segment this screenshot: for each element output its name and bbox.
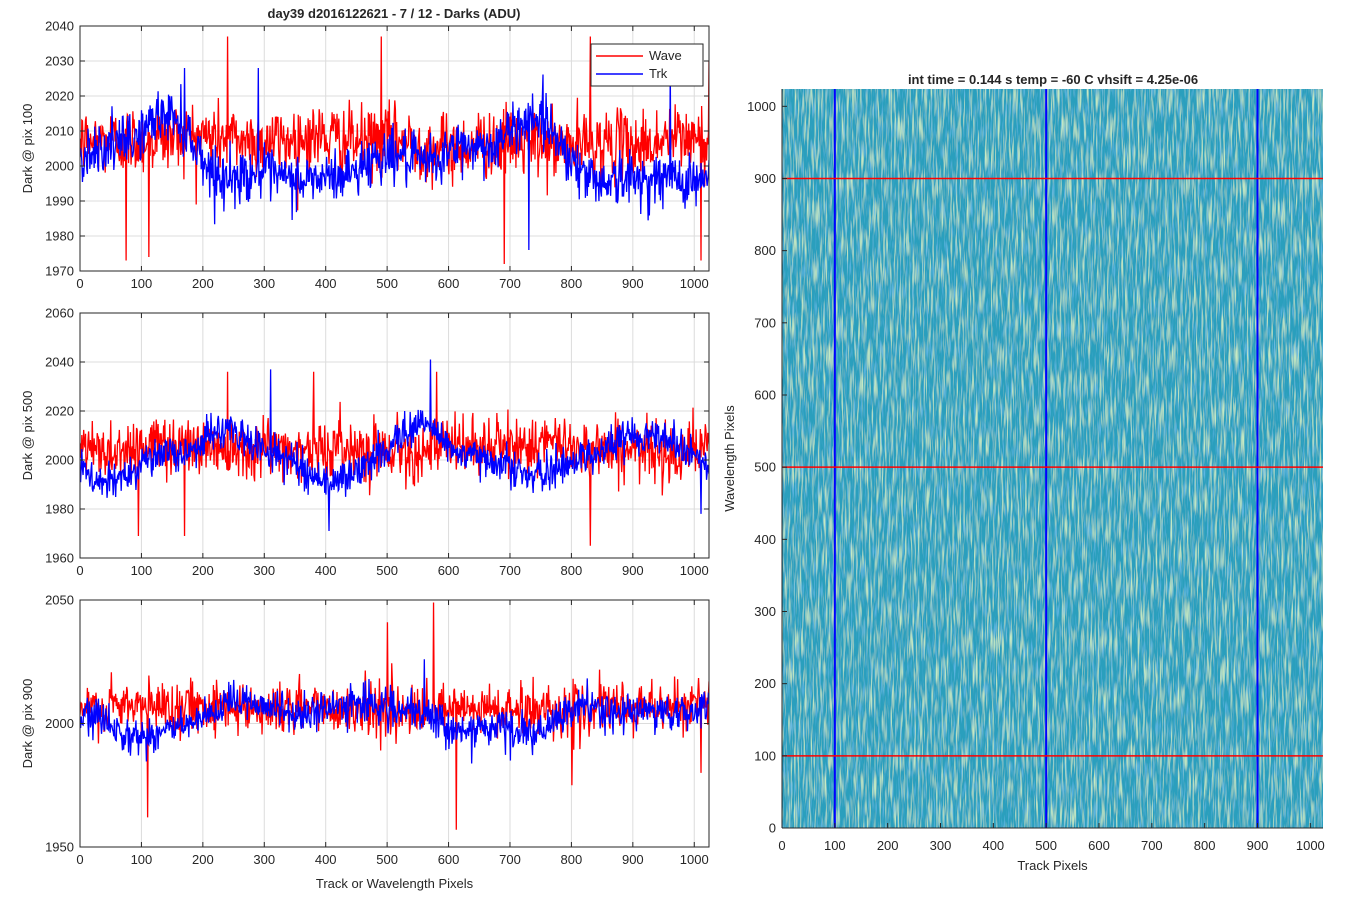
x-tick-label: 600 <box>438 852 460 867</box>
y-tick-label: 1950 <box>45 840 74 855</box>
y-tick-label: 2000 <box>45 159 74 174</box>
dark-image-axes: 0 100 200 300 400 500 600 700 800 900 1000 0 100 200 3… <box>722 89 1325 873</box>
series-line-trk <box>80 659 709 764</box>
x-tick-label: 200 <box>877 838 899 853</box>
y-tick-label: 2060 <box>45 306 74 321</box>
x-tick-label: 900 <box>622 276 644 291</box>
x-tick-label: 400 <box>315 852 337 867</box>
y-axis-label: Dark @ pix 100 <box>20 104 35 194</box>
y-axis-label: Wavelength Pixels <box>722 405 737 512</box>
x-tick-label: 900 <box>622 852 644 867</box>
x-tick-label: 800 <box>1194 838 1216 853</box>
series-line-wave <box>80 371 709 546</box>
x-tick-label: 600 <box>438 563 460 578</box>
x-tick-label: 500 <box>376 276 398 291</box>
y-tick-label: 2050 <box>45 593 74 608</box>
x-axis-label: Track or Wavelength Pixels <box>316 876 474 891</box>
axes-frame <box>79 312 710 559</box>
x-tick-label: 200 <box>192 276 214 291</box>
y-tick-label: 200 <box>754 676 776 691</box>
y-tick-label: 1000 <box>747 99 776 114</box>
y-tick-label: 600 <box>754 387 776 402</box>
y-tick-label: 2020 <box>45 89 74 104</box>
x-tick-label: 400 <box>315 563 337 578</box>
y-axis-label: Dark @ pix 500 <box>20 391 35 481</box>
y-tick-label: 2030 <box>45 54 74 69</box>
y-tick-label: 2000 <box>45 716 74 731</box>
x-tick-label: 900 <box>1247 838 1269 853</box>
x-axis-label: Track Pixels <box>1017 858 1088 873</box>
x-tick-label: 1000 <box>680 852 709 867</box>
x-tick-label: 0 <box>76 276 83 291</box>
x-tick-label: 400 <box>315 276 337 291</box>
x-tick-label: 0 <box>778 838 785 853</box>
y-tick-label: 1980 <box>45 229 74 244</box>
y-tick-label: 900 <box>754 171 776 186</box>
series-line-trk <box>80 67 709 251</box>
x-tick-label: 100 <box>131 563 153 578</box>
series-line-trk <box>80 359 709 532</box>
x-tick-label: 700 <box>499 276 521 291</box>
x-tick-label: 600 <box>1088 838 1110 853</box>
figure-title: day39 d2016122621 - 7 / 12 - Darks (ADU) <box>268 6 521 21</box>
y-tick-label: 1980 <box>45 502 74 517</box>
y-tick-label: 100 <box>754 748 776 763</box>
x-tick-label: 200 <box>192 852 214 867</box>
y-tick-label: 2040 <box>45 19 74 34</box>
y-tick-label: 300 <box>754 604 776 619</box>
dark-pix100-axes: 0 100 200 300 400 500 600 700 800 900 1000 1970 1980… <box>20 19 710 291</box>
x-tick-label: 100 <box>131 852 153 867</box>
dark-pix900-axes: 0 100 200 300 400 500 600 700 800 900 1000 1950 2000… <box>20 593 710 891</box>
x-tick-label: 800 <box>561 276 583 291</box>
axes-frame <box>79 25 710 272</box>
y-tick-label: 1960 <box>45 551 74 566</box>
legend-label-trk: Trk <box>649 66 668 81</box>
y-tick-label: 1990 <box>45 194 74 209</box>
y-tick-label: 2010 <box>45 124 74 139</box>
x-tick-label: 800 <box>561 852 583 867</box>
x-tick-label: 0 <box>76 563 83 578</box>
x-tick-label: 500 <box>1035 838 1057 853</box>
y-tick-label: 2020 <box>45 404 74 419</box>
x-tick-label: 300 <box>253 852 275 867</box>
x-tick-label: 1000 <box>680 276 709 291</box>
x-tick-label: 800 <box>561 563 583 578</box>
series-line-wave <box>80 602 709 830</box>
dark-pix500-axes: 0 100 200 300 400 500 600 700 800 900 1000 1960 1980… <box>20 306 710 578</box>
x-tick-label: 300 <box>253 563 275 578</box>
x-tick-label: 500 <box>376 563 398 578</box>
y-tick-label: 800 <box>754 243 776 258</box>
y-tick-label: 500 <box>754 460 776 475</box>
x-tick-label: 100 <box>131 276 153 291</box>
x-tick-label: 200 <box>192 563 214 578</box>
x-tick-label: 500 <box>376 852 398 867</box>
x-tick-label: 900 <box>622 563 644 578</box>
x-tick-label: 1000 <box>680 563 709 578</box>
x-tick-label: 700 <box>499 852 521 867</box>
x-tick-label: 300 <box>253 276 275 291</box>
x-tick-label: 700 <box>499 563 521 578</box>
x-tick-label: 700 <box>1141 838 1163 853</box>
y-tick-label: 400 <box>754 532 776 547</box>
y-tick-label: 2040 <box>45 355 74 370</box>
legend-label-wave: Wave <box>649 48 682 63</box>
y-tick-label: 700 <box>754 315 776 330</box>
x-tick-label: 0 <box>76 852 83 867</box>
y-tick-label: 2000 <box>45 453 74 468</box>
x-tick-label: 300 <box>930 838 952 853</box>
x-tick-label: 400 <box>982 838 1004 853</box>
y-tick-label: 0 <box>769 821 776 836</box>
y-axis-label: Dark @ pix 900 <box>20 679 35 769</box>
image-title: int time = 0.144 s temp = -60 C vhsift =… <box>908 72 1198 87</box>
x-tick-label: 100 <box>824 838 846 853</box>
x-tick-label: 600 <box>438 276 460 291</box>
x-tick-label: 1000 <box>1296 838 1325 853</box>
legend-box <box>590 43 704 87</box>
dark-frame-image <box>782 89 1323 828</box>
y-tick-label: 1970 <box>45 264 74 279</box>
